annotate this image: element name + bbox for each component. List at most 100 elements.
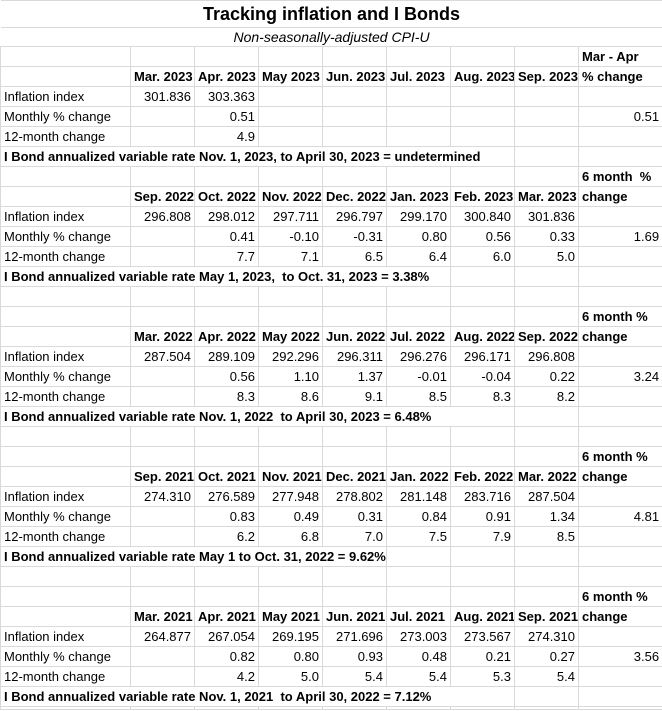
empty-cell[interactable] <box>322 426 387 447</box>
change-header-cell[interactable]: 6 month % <box>577 166 662 187</box>
value-cell[interactable]: 283.716 <box>450 486 515 507</box>
value-cell[interactable]: 273.003 <box>386 626 451 647</box>
empty-cell[interactable] <box>194 426 259 447</box>
empty-cell[interactable] <box>130 166 195 187</box>
value-cell[interactable]: 267.054 <box>194 626 259 647</box>
value-cell[interactable] <box>130 386 195 407</box>
empty-cell[interactable] <box>194 566 259 587</box>
month-header-cell[interactable]: Sep. 2023 <box>514 66 579 87</box>
value-cell[interactable]: 296.311 <box>322 346 387 367</box>
change-value-cell[interactable]: 1.69 <box>577 226 662 247</box>
empty-cell[interactable] <box>322 706 387 710</box>
change-value-cell[interactable]: 4.81 <box>577 506 662 527</box>
value-cell[interactable]: 278.802 <box>322 486 387 507</box>
row-label-cell[interactable]: Monthly % change <box>0 506 131 527</box>
change-header-cell[interactable]: % change <box>577 66 662 87</box>
empty-cell[interactable] <box>322 286 387 307</box>
empty-cell[interactable] <box>577 246 662 267</box>
row-label-cell[interactable]: 12-month change <box>0 526 131 547</box>
value-cell[interactable]: -0.04 <box>450 366 515 387</box>
value-cell[interactable]: 5.0 <box>258 666 323 687</box>
change-header-cell[interactable]: 6 month % <box>577 306 662 327</box>
empty-cell[interactable] <box>130 426 195 447</box>
value-cell[interactable]: 296.276 <box>386 346 451 367</box>
empty-cell[interactable] <box>577 686 662 707</box>
value-cell[interactable] <box>322 106 387 127</box>
sheet-subtitle[interactable]: Non-seasonally-adjusted CPI-U <box>0 27 662 47</box>
empty-cell[interactable] <box>194 286 259 307</box>
month-header-cell[interactable]: Apr. 2021 <box>194 606 259 627</box>
value-cell[interactable]: 1.37 <box>322 366 387 387</box>
value-cell[interactable] <box>130 666 195 687</box>
empty-cell[interactable] <box>450 586 515 607</box>
empty-cell[interactable] <box>258 426 323 447</box>
empty-cell[interactable] <box>450 446 515 467</box>
value-cell[interactable] <box>386 126 451 147</box>
value-cell[interactable] <box>450 86 515 107</box>
empty-cell[interactable] <box>386 286 451 307</box>
month-header-cell[interactable]: Mar. 2021 <box>130 606 195 627</box>
empty-cell[interactable] <box>514 706 579 710</box>
month-header-cell[interactable]: Dec. 2021 <box>322 466 387 487</box>
month-header-cell[interactable]: Mar. 2023 <box>130 66 195 87</box>
value-cell[interactable]: 0.51 <box>194 106 259 127</box>
row-label-cell[interactable]: Monthly % change <box>0 226 131 247</box>
month-header-cell[interactable]: Jul. 2021 <box>386 606 451 627</box>
value-cell[interactable]: 8.5 <box>514 526 579 547</box>
month-header-cell[interactable]: Oct. 2021 <box>194 466 259 487</box>
value-cell[interactable] <box>130 646 195 667</box>
value-cell[interactable]: 0.31 <box>322 506 387 527</box>
empty-cell[interactable] <box>514 586 579 607</box>
month-header-cell[interactable]: Apr. 2022 <box>194 326 259 347</box>
value-cell[interactable]: 0.80 <box>386 226 451 247</box>
value-cell[interactable] <box>386 106 451 127</box>
month-header-cell[interactable]: Mar. 2023 <box>514 186 579 207</box>
month-header-cell[interactable]: Sep. 2022 <box>514 326 579 347</box>
empty-cell[interactable] <box>0 166 131 187</box>
empty-cell[interactable] <box>577 626 662 647</box>
empty-cell[interactable] <box>258 286 323 307</box>
value-cell[interactable]: 296.797 <box>322 206 387 227</box>
value-cell[interactable]: 292.296 <box>258 346 323 367</box>
empty-cell[interactable] <box>194 446 259 467</box>
row-label-cell[interactable]: 12-month change <box>0 666 131 687</box>
row-label-cell[interactable]: Inflation index <box>0 206 131 227</box>
empty-cell[interactable] <box>577 426 662 447</box>
month-header-cell[interactable]: Jun. 2021 <box>322 606 387 627</box>
empty-cell[interactable] <box>0 706 131 710</box>
value-cell[interactable] <box>258 86 323 107</box>
empty-cell[interactable] <box>0 66 131 87</box>
empty-cell[interactable] <box>577 486 662 507</box>
empty-cell[interactable] <box>0 566 131 587</box>
value-cell[interactable]: 277.948 <box>258 486 323 507</box>
value-cell[interactable]: 271.696 <box>322 626 387 647</box>
value-cell[interactable]: 5.4 <box>322 666 387 687</box>
empty-cell[interactable] <box>514 546 579 567</box>
month-header-cell[interactable]: May 2023 <box>258 66 323 87</box>
value-cell[interactable]: 0.80 <box>258 646 323 667</box>
empty-cell[interactable] <box>450 166 515 187</box>
value-cell[interactable]: -0.31 <box>322 226 387 247</box>
row-label-cell[interactable]: Inflation index <box>0 346 131 367</box>
empty-cell[interactable] <box>577 266 662 287</box>
value-cell[interactable]: 8.3 <box>450 386 515 407</box>
empty-cell[interactable] <box>450 566 515 587</box>
value-cell[interactable] <box>130 126 195 147</box>
value-cell[interactable]: 0.93 <box>322 646 387 667</box>
value-cell[interactable] <box>130 106 195 127</box>
ibond-rate-note[interactable]: I Bond annualized variable rate Nov. 1, … <box>0 406 515 427</box>
value-cell[interactable]: 0.82 <box>194 646 259 667</box>
month-header-cell[interactable]: Feb. 2022 <box>450 466 515 487</box>
empty-cell[interactable] <box>577 706 662 710</box>
empty-cell[interactable] <box>577 346 662 367</box>
empty-cell[interactable] <box>386 166 451 187</box>
value-cell[interactable]: 281.148 <box>386 486 451 507</box>
value-cell[interactable]: 7.0 <box>322 526 387 547</box>
value-cell[interactable] <box>322 86 387 107</box>
empty-cell[interactable] <box>194 46 259 67</box>
empty-cell[interactable] <box>450 546 515 567</box>
empty-cell[interactable] <box>0 606 131 627</box>
empty-cell[interactable] <box>322 306 387 327</box>
empty-cell[interactable] <box>322 566 387 587</box>
month-header-cell[interactable]: Jun. 2022 <box>322 326 387 347</box>
